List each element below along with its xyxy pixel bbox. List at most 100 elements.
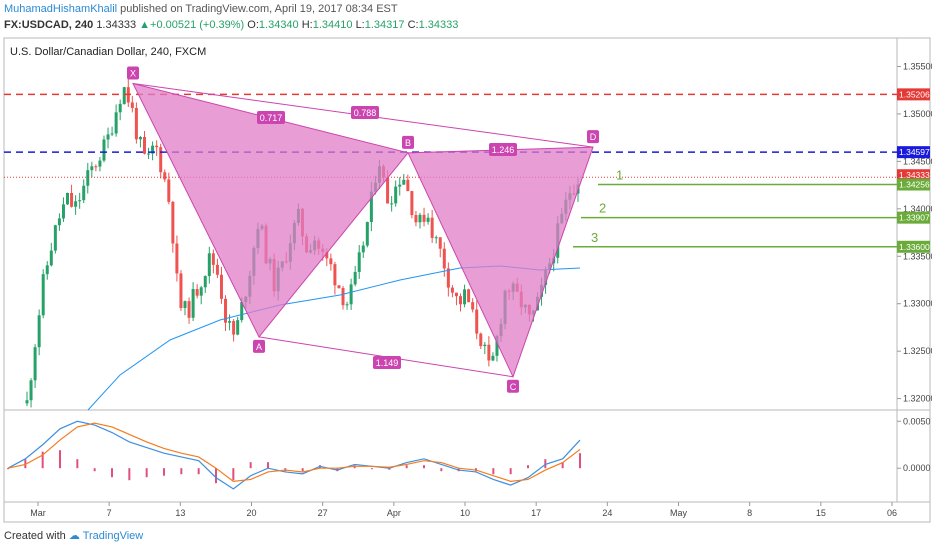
candle-body xyxy=(215,264,219,275)
pattern-point-label: A xyxy=(256,342,262,352)
target-number: 1 xyxy=(616,168,623,183)
price-label-bg xyxy=(897,211,930,224)
ratio-label: 1.246 xyxy=(492,145,515,155)
candle-body xyxy=(183,301,187,309)
price-label-bg xyxy=(897,169,930,182)
price-label: 1.34256 xyxy=(899,180,930,190)
macd-histogram-bar xyxy=(579,453,581,469)
high-label: H: xyxy=(301,19,313,31)
candle-body xyxy=(155,145,159,148)
pattern-point-marker xyxy=(127,66,139,80)
macd-histogram-bar xyxy=(111,468,113,478)
candle-body xyxy=(167,179,171,202)
ratio-label: 0.788 xyxy=(354,108,377,118)
macd-histogram-bar xyxy=(544,459,547,469)
time-axis-tick-label: 8 xyxy=(747,508,752,518)
candle-body xyxy=(353,271,357,285)
candle-body xyxy=(147,153,151,155)
low-value: 1.34317 xyxy=(364,19,405,31)
price-label: 1.34597 xyxy=(899,147,930,157)
candle-body xyxy=(361,245,365,253)
candle-body xyxy=(61,204,65,219)
candle-body xyxy=(491,355,495,361)
pattern-point-marker xyxy=(507,379,519,393)
macd-histogram-bar xyxy=(215,468,217,484)
candle-body xyxy=(329,258,333,265)
candle-body xyxy=(203,276,207,288)
price-axis-tick-label: 1.35000 xyxy=(903,109,932,119)
candle-body xyxy=(199,287,203,296)
candle-body xyxy=(463,289,467,305)
time-axis-tick-label: 15 xyxy=(816,508,826,518)
tradingview-logo-icon: ☁ xyxy=(68,530,80,542)
price-label-bg xyxy=(897,240,930,253)
footer: Created with ☁ TradingView xyxy=(4,529,143,542)
ohlc-line: FX:USDCAD, 240 1.34333 ▲+0.00521 (+0.39%… xyxy=(4,19,458,31)
candle-body xyxy=(78,200,82,202)
ratio-label-bg xyxy=(489,143,517,156)
publish-info: published on TradingView.com, April 19, … xyxy=(120,3,398,15)
candle-body xyxy=(446,268,450,288)
price-label: 1.34333 xyxy=(899,170,930,180)
macd-histogram-bar xyxy=(423,465,425,469)
pattern-point-label: C xyxy=(510,382,517,392)
candle-body xyxy=(191,289,195,318)
candle-body xyxy=(207,253,211,277)
candle-body xyxy=(122,87,126,104)
candle-body xyxy=(25,400,29,404)
candle-body xyxy=(171,201,175,244)
macd-histogram-bar xyxy=(405,465,408,469)
time-axis-tick-label: 27 xyxy=(318,508,328,518)
candle-body xyxy=(337,285,341,288)
publish-line: MuhamadHishamKhalil published on Trading… xyxy=(4,3,398,15)
time-axis-tick-label: Apr xyxy=(387,508,401,518)
candle-body xyxy=(406,179,410,192)
macd-histogram-bar xyxy=(145,468,148,478)
created-with-label: Created with xyxy=(4,530,66,542)
up-arrow-icon: ▲ xyxy=(139,19,151,31)
chart-title: U.S. Dollar/Canadian Dollar, 240, FXCM xyxy=(10,46,206,58)
candle-body xyxy=(410,191,414,216)
macd-line xyxy=(7,420,581,490)
open-value: 1.34340 xyxy=(258,19,299,31)
candle-body xyxy=(98,160,102,167)
candle-body xyxy=(163,172,167,180)
ratio-label-bg xyxy=(351,106,379,119)
candle-body xyxy=(86,170,90,186)
candle-body xyxy=(365,221,369,246)
macd-histogram-bar xyxy=(76,459,79,469)
candle-body xyxy=(37,315,41,348)
macd-axis-tick-label: 0.0050 xyxy=(903,416,931,426)
candle-body xyxy=(90,166,94,171)
candle-body xyxy=(41,274,45,316)
candle-body xyxy=(70,192,74,207)
time-axis-tick-label: May xyxy=(670,508,688,518)
candle-body xyxy=(475,309,479,334)
candle-body xyxy=(236,320,240,335)
candle-body xyxy=(159,147,163,173)
candle-body xyxy=(487,344,491,361)
tradingview-brand[interactable]: TradingView xyxy=(82,530,144,542)
time-axis-tick-label: 7 xyxy=(107,508,112,518)
macd-histogram-bar xyxy=(301,468,304,472)
macd-histogram-bar xyxy=(527,465,529,469)
price-label: 1.35206 xyxy=(899,89,930,99)
low-label: L: xyxy=(355,19,365,31)
candle-body xyxy=(114,112,118,134)
candle-body xyxy=(345,304,349,306)
close-value: 1.34333 xyxy=(418,19,459,31)
candle-body xyxy=(74,201,78,207)
candle-body xyxy=(418,214,422,223)
candle-body xyxy=(53,225,57,251)
ratio-label: 1.149 xyxy=(376,358,399,368)
candle-body xyxy=(45,265,49,275)
candle-body xyxy=(33,347,37,381)
author-link[interactable]: MuhamadHishamKhalil xyxy=(4,3,118,15)
candle-body xyxy=(151,145,155,154)
time-axis-tick-label: 17 xyxy=(531,508,541,518)
candle-body xyxy=(369,191,373,222)
candle-body xyxy=(341,287,345,306)
macd-histogram-bar xyxy=(267,462,269,469)
